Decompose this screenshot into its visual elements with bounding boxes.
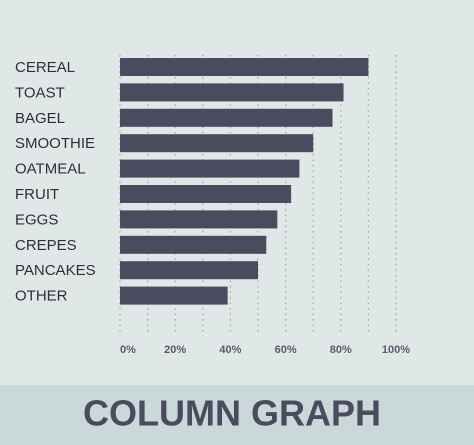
category-label: SMOOTHIE	[15, 135, 95, 152]
bar	[120, 58, 369, 76]
title-band	[0, 385, 474, 445]
bar	[120, 134, 314, 153]
x-tick-label: 20%	[164, 344, 186, 356]
category-label: BAGEL	[15, 110, 65, 127]
bar	[120, 108, 333, 127]
bar	[120, 185, 292, 203]
x-tick-label: 0%	[120, 344, 136, 356]
bar	[120, 235, 267, 254]
category-label: OATMEAL	[15, 161, 86, 178]
category-label: FRUIT	[15, 186, 59, 203]
category-label: PANCAKES	[15, 262, 96, 279]
bar	[120, 286, 228, 305]
category-label: CEREAL	[15, 59, 75, 76]
category-label: CREPES	[15, 237, 77, 254]
category-label: EGGS	[15, 211, 58, 228]
category-label: TOAST	[15, 84, 65, 101]
bar	[120, 261, 258, 280]
x-tick-label: 40%	[219, 344, 241, 356]
chart-title: COLUMN GRAPH	[83, 393, 381, 434]
x-tick-label: 80%	[330, 344, 352, 356]
category-label: OTHER	[15, 288, 68, 305]
bar	[120, 83, 344, 102]
bar	[120, 210, 278, 229]
x-tick-label: 100%	[382, 344, 410, 356]
x-tick-label: 60%	[275, 344, 297, 356]
bar	[120, 159, 300, 178]
